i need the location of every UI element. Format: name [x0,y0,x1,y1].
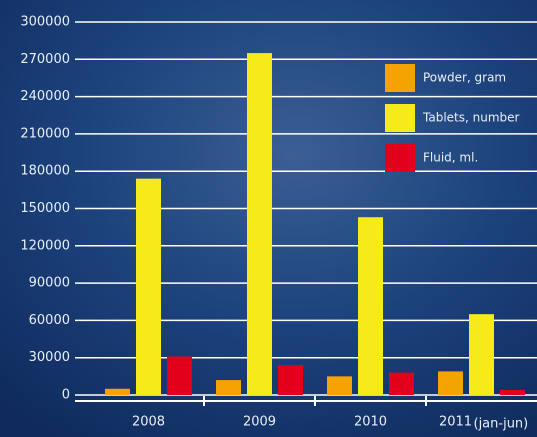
y-tick-label: 210000 [20,126,70,141]
bar [500,390,525,395]
bar [278,365,303,395]
x-tick-label: 2011 [439,415,472,430]
y-tick-label: 180000 [20,164,70,179]
x-tick-label: 2010 [354,415,387,430]
bar [167,356,192,395]
bar [469,314,494,395]
legend-swatch [385,64,415,92]
bar [358,217,383,395]
legend-label: Tablets, number [422,111,520,125]
y-tick-label: 30000 [29,350,70,365]
bar [327,376,352,395]
legend-swatch [385,104,415,132]
x-tick-label: 2008 [132,415,165,430]
y-tick-label: 120000 [20,238,70,253]
bar [247,53,272,395]
bar [136,179,161,395]
x-label-note: (jan-jun) [474,417,529,432]
bar [216,380,241,395]
y-tick-label: 240000 [20,89,70,104]
bar [105,389,130,395]
bar [438,371,463,395]
y-tick-label: 90000 [29,276,70,291]
legend-label: Fluid, ml. [423,151,478,165]
y-tick-label: 300000 [20,15,70,30]
bar [389,373,414,395]
y-tick-label: 60000 [29,313,70,328]
legend-swatch [385,144,415,172]
chart: 0 30000 60000 90000 120000 150000 180000 210000… [0,0,537,437]
y-tick-label: 0 [62,388,70,403]
y-tick-label: 150000 [20,201,70,216]
y-tick-label: 270000 [20,52,70,67]
legend-label: Powder, gram [423,71,506,85]
x-tick-label: 2009 [243,415,276,430]
